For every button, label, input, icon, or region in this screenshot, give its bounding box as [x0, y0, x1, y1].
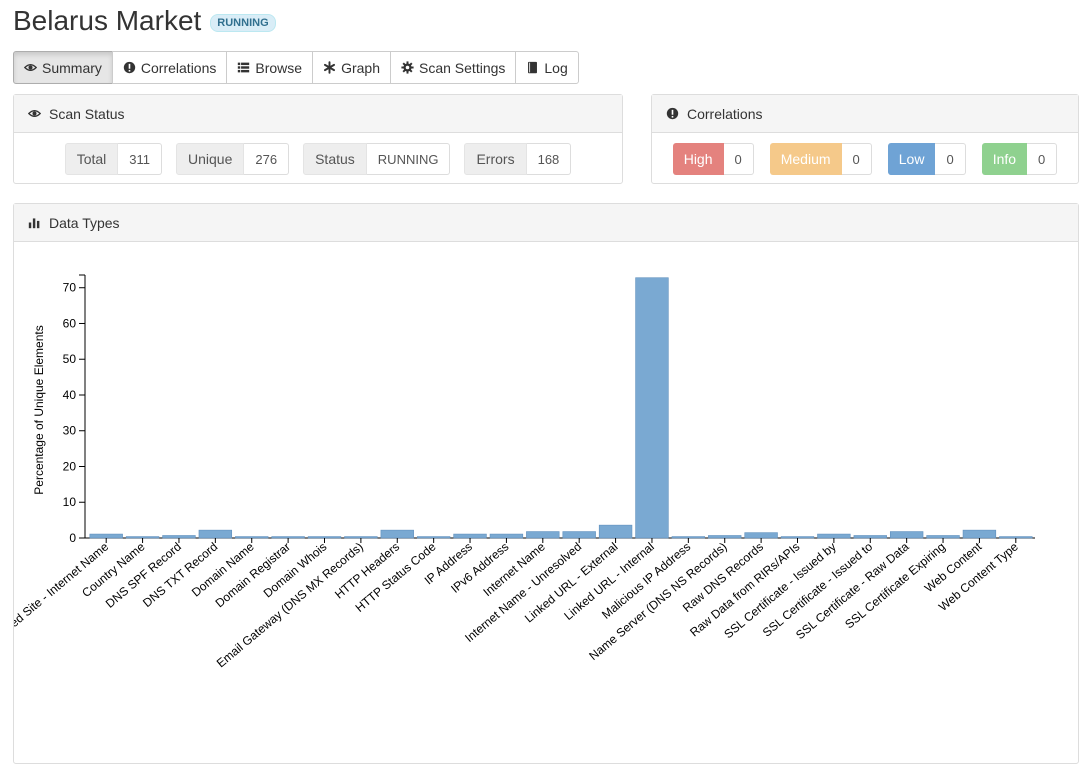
correlations-panel: Correlations High 0 Medium 0 Low 0 Info …	[651, 94, 1079, 184]
correlations-heading: Correlations	[652, 95, 1078, 133]
exclamation-circle-icon	[666, 107, 679, 120]
tab-browse-label: Browse	[255, 59, 303, 76]
tab-correlations-label: Correlations	[140, 59, 217, 76]
tab-correlations[interactable]: Correlations	[111, 51, 228, 84]
correlation-label: Medium	[769, 143, 842, 175]
tab-bar: Summary Correlations Browse Graph Scan S…	[13, 51, 579, 84]
y-tick-label: 50	[63, 352, 77, 366]
correlation-high[interactable]: High 0	[672, 143, 754, 175]
bar	[817, 533, 851, 539]
bar-chart-icon	[28, 218, 40, 229]
correlation-label: Info	[981, 143, 1028, 175]
correlation-value: 0	[935, 143, 966, 175]
data-types-heading: Data Types	[14, 204, 1078, 242]
bar	[635, 277, 669, 539]
scan-status-title: Scan Status	[49, 105, 125, 122]
x-tick-label: Co-Hosted Site - Internet Name	[14, 539, 111, 658]
page-title: Belarus Market	[13, 5, 202, 36]
bar	[125, 536, 160, 539]
bar	[926, 535, 960, 539]
exclamation-circle-icon	[123, 61, 136, 74]
bar	[344, 536, 378, 539]
data-types-chart: 0 10 20 30 40 50 60 70 Percentage of Unique Elem…	[14, 274, 1035, 670]
bar	[526, 531, 560, 539]
bar	[598, 524, 633, 539]
bar	[708, 535, 742, 539]
bar	[780, 536, 815, 539]
scan-stats: Total 311 Unique 276 Status RUNNING Erro…	[14, 143, 622, 175]
y-axis-label: Percentage of Unique Elements	[32, 325, 46, 494]
correlation-counts: High 0 Medium 0 Low 0 Info 0	[652, 143, 1078, 175]
tab-browse[interactable]: Browse	[226, 51, 314, 84]
tab-graph-label: Graph	[341, 59, 380, 76]
scan-status-heading: Scan Status	[14, 95, 622, 133]
eye-icon	[24, 64, 37, 71]
y-tick-label: 20	[63, 459, 77, 473]
stat-label: Total	[64, 143, 119, 175]
y-tick-label: 10	[63, 495, 77, 509]
stat-value: 311	[118, 143, 163, 175]
stat-label: Errors	[464, 143, 527, 175]
stat-value: 276	[244, 143, 290, 175]
y-tick-label: 70	[63, 281, 77, 295]
y-tick-label: 30	[63, 424, 77, 438]
correlation-low[interactable]: Low 0	[887, 143, 966, 175]
correlation-value: 0	[723, 143, 754, 175]
book-icon	[528, 61, 538, 74]
bar	[416, 536, 451, 539]
bar	[162, 535, 196, 539]
bar	[307, 536, 342, 539]
correlation-value: 0	[1027, 143, 1058, 175]
tab-log[interactable]: Log	[515, 51, 579, 84]
tab-scan-settings-label: Scan Settings	[419, 59, 506, 76]
bar	[235, 536, 269, 539]
eye-icon	[28, 110, 41, 117]
tab-scan-settings[interactable]: Scan Settings	[390, 51, 517, 84]
bar	[489, 533, 524, 539]
stat-unique: Unique 276	[176, 143, 290, 175]
bar	[89, 533, 123, 539]
gear-icon	[401, 61, 414, 74]
stat-label: Unique	[176, 143, 245, 175]
y-tick-label: 40	[63, 388, 77, 402]
scan-status-panel: Scan Status Total 311 Unique 276 Status …	[13, 94, 623, 184]
page-header: Belarus Market RUNNING	[13, 5, 276, 37]
stat-errors: Errors 168	[464, 143, 572, 175]
correlation-value: 0	[841, 143, 872, 175]
bar	[744, 532, 778, 539]
correlations-title: Correlations	[687, 105, 763, 122]
correlation-info[interactable]: Info 0	[981, 143, 1058, 175]
tab-log-label: Log	[544, 59, 568, 76]
correlation-label: Low	[887, 143, 936, 175]
stat-status: Status RUNNING	[303, 143, 451, 175]
correlation-medium[interactable]: Medium 0	[769, 143, 872, 175]
bar	[562, 531, 596, 539]
bar	[671, 536, 706, 539]
status-badge: RUNNING	[210, 14, 276, 32]
y-tick-label: 60	[63, 316, 77, 330]
data-types-title: Data Types	[49, 214, 120, 231]
bar	[453, 533, 487, 539]
stat-label: Status	[303, 143, 367, 175]
list-icon	[238, 62, 250, 73]
tab-summary[interactable]: Summary	[13, 51, 113, 84]
bar	[198, 529, 233, 539]
bar	[853, 535, 887, 539]
stat-total: Total 311	[64, 143, 163, 175]
tab-graph[interactable]: Graph	[312, 51, 391, 84]
bar	[999, 536, 1033, 539]
tab-summary-label: Summary	[42, 59, 102, 76]
correlation-label: High	[672, 143, 724, 175]
stat-value: RUNNING	[366, 143, 451, 175]
data-types-panel: Data Types 0 10 20 30 40 50 60 70 Percentage of …	[13, 203, 1079, 764]
bar	[889, 531, 924, 539]
bar	[380, 529, 414, 539]
bar	[271, 536, 305, 539]
y-tick-label: 0	[69, 531, 76, 545]
asterisk-icon	[324, 61, 336, 74]
stat-value: 168	[526, 143, 572, 175]
bar	[962, 529, 997, 539]
